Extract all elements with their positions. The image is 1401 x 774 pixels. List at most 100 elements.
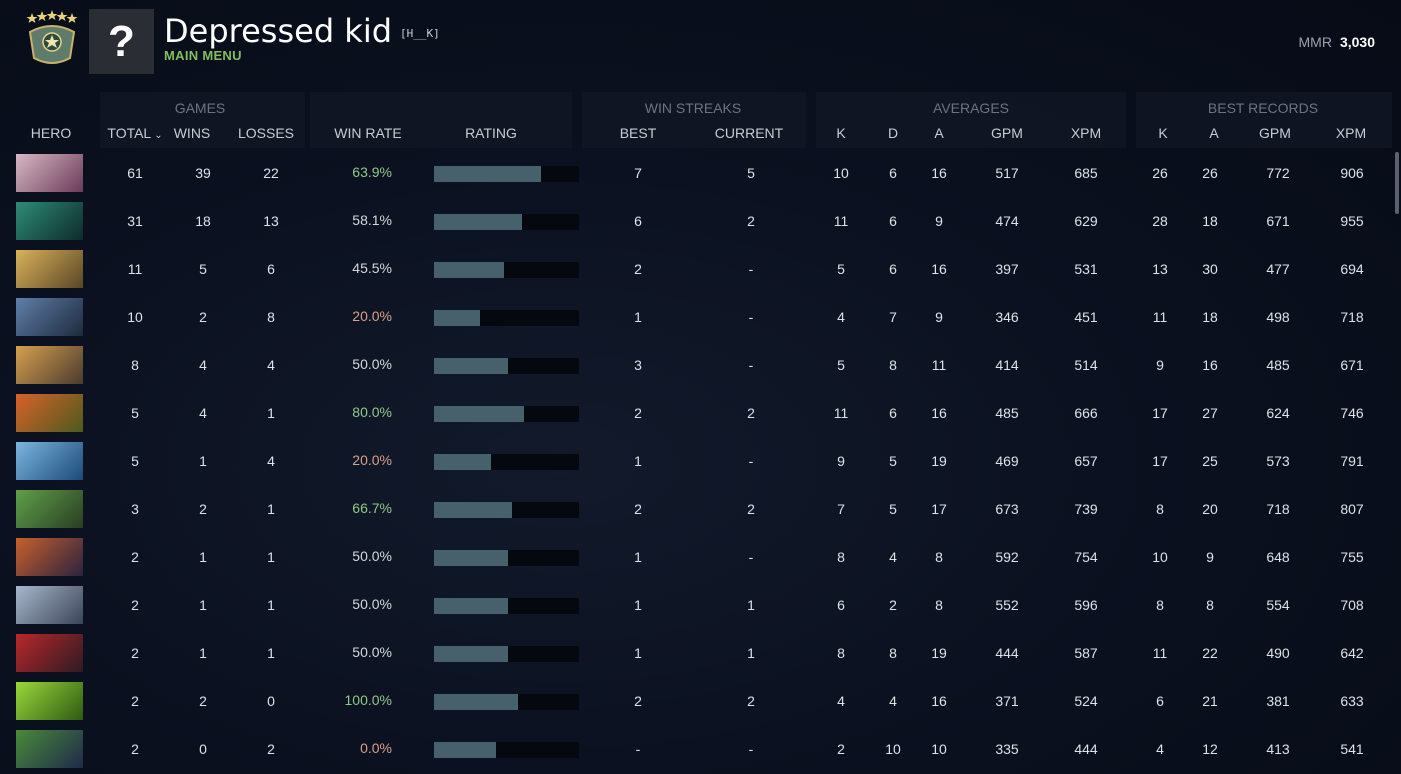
- table-row[interactable]: 8 4 4 3 - 5 8 11 414 514 9 16 485 671 50.0%: [0, 342, 1390, 390]
- win-rate-cell: 50.0%: [352, 356, 392, 372]
- table-row[interactable]: 2 1 1 1 1 8 8 19 444 587 11 22 490 642 50.0%: [0, 630, 1390, 678]
- hero-portrait[interactable]: [16, 202, 83, 240]
- hero-portrait[interactable]: [16, 154, 83, 192]
- column-header-current-streak[interactable]: CURRENT: [714, 125, 784, 141]
- best-kills-cell: 6: [1156, 693, 1164, 709]
- avg-gpm-cell: 474: [995, 213, 1019, 229]
- column-header-win-rate[interactable]: WIN RATE: [334, 125, 402, 141]
- table-row[interactable]: 10 2 8 1 - 4 7 9 346 451 11 18 498 718 20.0%: [0, 294, 1390, 342]
- table-row[interactable]: 5 4 1 2 2 11 6 16 485 666 17 27 624 746 80.0%: [0, 390, 1390, 438]
- avg-assists-cell: 9: [935, 309, 943, 325]
- avg-gpm-cell: 517: [995, 165, 1019, 181]
- chevron-down-icon: ⌄: [154, 130, 163, 141]
- rating-bar-fill: [434, 646, 508, 662]
- avg-xpm-cell: 444: [1074, 741, 1098, 757]
- column-header-hero[interactable]: HERO: [30, 125, 72, 141]
- column-header-avg-xpm[interactable]: XPM: [1070, 125, 1102, 141]
- best-kills-cell: 4: [1156, 741, 1164, 757]
- table-row[interactable]: 31 18 13 6 2 11 6 9 474 629 28 18 671 955 58.1%: [0, 198, 1390, 246]
- table-row[interactable]: 2 1 1 1 - 8 4 8 592 754 10 9 648 755 50.0%: [0, 534, 1390, 582]
- column-header-avg-kills[interactable]: K: [836, 125, 846, 141]
- win-rate-cell: 50.0%: [352, 548, 392, 564]
- hero-portrait[interactable]: [16, 682, 83, 720]
- losses-cell: 6: [267, 261, 275, 277]
- column-header-rating[interactable]: RATING: [465, 125, 517, 141]
- current-streak-cell: -: [748, 261, 754, 277]
- avg-kills-cell: 9: [837, 453, 845, 469]
- best-streak-cell: 2: [634, 693, 642, 709]
- column-header-best-gpm[interactable]: GPM: [1259, 125, 1291, 141]
- win-rate-cell: 63.9%: [352, 164, 392, 180]
- wins-cell: 4: [199, 405, 207, 421]
- column-header-total[interactable]: TOTAL ⌄: [100, 125, 170, 141]
- column-header-best-xpm[interactable]: XPM: [1335, 125, 1367, 141]
- hero-portrait[interactable]: [16, 394, 83, 432]
- hero-portrait[interactable]: [16, 634, 83, 672]
- rating-bar: [434, 454, 579, 470]
- avg-xpm-cell: 596: [1074, 597, 1098, 613]
- hero-portrait[interactable]: [16, 538, 83, 576]
- hero-portrait[interactable]: [16, 490, 83, 528]
- wins-cell: 39: [195, 165, 211, 181]
- current-streak-cell: 1: [747, 645, 755, 661]
- column-header-wins[interactable]: WINS: [173, 125, 211, 141]
- hero-portrait[interactable]: [16, 586, 83, 624]
- hero-portrait[interactable]: [16, 442, 83, 480]
- table-row[interactable]: 11 5 6 2 - 5 6 16 397 531 13 30 477 694 45.5%: [0, 246, 1390, 294]
- avg-gpm-cell: 397: [995, 261, 1019, 277]
- best-gpm-cell: 624: [1266, 405, 1290, 421]
- avg-gpm-cell: 592: [995, 549, 1019, 565]
- column-header-avg-assists[interactable]: A: [934, 125, 944, 141]
- table-row[interactable]: 2 1 1 1 1 6 2 8 552 596 8 8 554 708 50.0%: [0, 582, 1390, 630]
- best-kills-cell: 10: [1152, 549, 1168, 565]
- column-header-best-streak[interactable]: BEST: [619, 125, 657, 141]
- hero-portrait[interactable]: [16, 346, 83, 384]
- scrollbar-thumb[interactable]: [1395, 152, 1399, 214]
- rating-bar: [434, 166, 579, 182]
- column-header-best-assists[interactable]: A: [1209, 125, 1219, 141]
- wins-cell: 5: [199, 261, 207, 277]
- rating-bar: [434, 262, 579, 278]
- best-assists-cell: 20: [1202, 501, 1218, 517]
- avg-gpm-cell: 469: [995, 453, 1019, 469]
- avg-kills-cell: 8: [837, 645, 845, 661]
- avg-kills-cell: 10: [833, 165, 849, 181]
- losses-cell: 1: [267, 501, 275, 517]
- table-row[interactable]: 2 2 0 2 2 4 4 16 371 524 6 21 381 633 100.0%: [0, 678, 1390, 726]
- best-xpm-cell: 791: [1340, 453, 1364, 469]
- rating-bar: [434, 502, 579, 518]
- main-menu-link[interactable]: MAIN MENU: [164, 48, 242, 63]
- best-kills-cell: 13: [1152, 261, 1168, 277]
- hero-portrait[interactable]: [16, 730, 83, 768]
- hero-portrait[interactable]: [16, 298, 83, 336]
- total-cell: 8: [131, 357, 139, 373]
- best-xpm-cell: 671: [1340, 357, 1364, 373]
- table-row[interactable]: 5 1 4 1 - 9 5 19 469 657 17 25 573 791 20.0%: [0, 438, 1390, 486]
- avg-xpm-cell: 531: [1074, 261, 1098, 277]
- table-row[interactable]: 61 39 22 7 5 10 6 16 517 685 26 26 772 906 63.9%: [0, 150, 1390, 198]
- avatar[interactable]: ?: [89, 9, 154, 74]
- losses-cell: 13: [263, 213, 279, 229]
- best-kills-cell: 11: [1152, 309, 1168, 325]
- rating-bar: [434, 310, 579, 326]
- table-row[interactable]: 3 2 1 2 2 7 5 17 673 739 8 20 718 807 66.7%: [0, 486, 1390, 534]
- mmr-value: 3,030: [1339, 34, 1375, 50]
- column-header-avg-deaths[interactable]: D: [887, 125, 899, 141]
- rating-bar-fill: [434, 406, 524, 422]
- avg-xpm-cell: 514: [1074, 357, 1098, 373]
- total-cell: 5: [131, 453, 139, 469]
- column-header-best-kills[interactable]: K: [1158, 125, 1168, 141]
- best-xpm-cell: 642: [1340, 645, 1364, 661]
- rate-group-panel: [310, 92, 572, 148]
- win-rate-cell: 66.7%: [352, 500, 392, 516]
- hero-portrait[interactable]: [16, 250, 83, 288]
- best-gpm-cell: 648: [1266, 549, 1290, 565]
- win-rate-cell: 50.0%: [352, 644, 392, 660]
- player-tag: [H__K]: [400, 26, 440, 40]
- table-row[interactable]: 2 0 2- -2 10 10 335 444 4 12 413 541 0.0%: [0, 726, 1390, 774]
- current-streak-cell: 1: [747, 597, 755, 613]
- avg-kills-cell: 4: [837, 309, 845, 325]
- current-streak-cell: -: [748, 357, 754, 373]
- column-header-avg-gpm[interactable]: GPM: [991, 125, 1023, 141]
- column-header-losses[interactable]: LOSSES: [237, 125, 295, 141]
